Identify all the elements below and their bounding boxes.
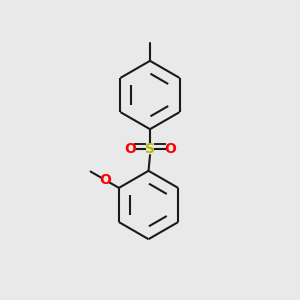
Text: O: O (124, 142, 136, 156)
Text: O: O (99, 173, 111, 187)
Text: O: O (164, 142, 176, 156)
Text: S: S (145, 142, 155, 156)
